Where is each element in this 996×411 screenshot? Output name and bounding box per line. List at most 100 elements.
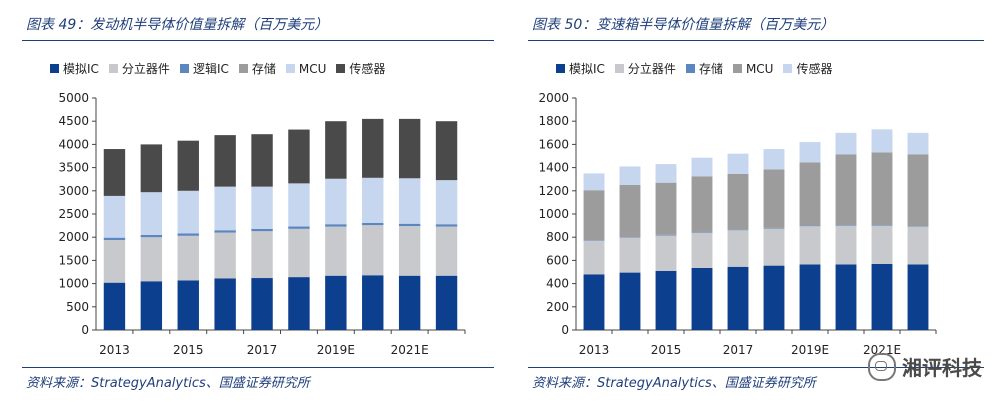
bar-segment bbox=[727, 266, 749, 330]
bar-segment bbox=[288, 183, 310, 227]
x-tick-label: 2015 bbox=[651, 343, 682, 357]
legend-swatch bbox=[285, 64, 295, 73]
bar-segment bbox=[103, 239, 126, 283]
x-tick-label: 2019E bbox=[317, 343, 355, 357]
title-divider bbox=[22, 40, 494, 41]
bar-segment bbox=[871, 129, 893, 153]
bar-segment bbox=[907, 132, 929, 155]
y-tick-label: 500 bbox=[66, 300, 89, 314]
bar-segment bbox=[177, 140, 199, 191]
legend-item: 存储 bbox=[685, 60, 723, 77]
bar-segment bbox=[907, 264, 929, 330]
legend-swatch bbox=[783, 64, 793, 73]
x-tick-label: 2017 bbox=[247, 343, 278, 357]
legend-item: MCU bbox=[732, 60, 774, 77]
bar-segment bbox=[214, 278, 236, 330]
bar-segment bbox=[103, 149, 126, 196]
legend-swatch bbox=[685, 64, 695, 73]
y-tick-label: 0 bbox=[81, 323, 89, 337]
bar-segment bbox=[763, 227, 785, 229]
bar-segment bbox=[362, 225, 384, 276]
bar-segment bbox=[871, 152, 893, 226]
source-divider bbox=[528, 367, 984, 368]
bar-segment bbox=[655, 182, 677, 235]
bar-segment bbox=[655, 234, 677, 236]
chart-title: 图表 50：变速箱半导体价值量拆解（百万美元） bbox=[532, 17, 835, 33]
legend-label: 存储 bbox=[251, 62, 276, 76]
bar-segment bbox=[763, 228, 785, 266]
legend-label: 分立器件 bbox=[121, 62, 170, 76]
bar-segment bbox=[435, 121, 458, 181]
x-tick-label: 2019E bbox=[791, 343, 829, 357]
legend-label: MCU bbox=[745, 61, 774, 76]
bar-segment bbox=[177, 280, 199, 330]
y-tick-label: 2500 bbox=[58, 207, 89, 221]
legend-swatch bbox=[336, 64, 346, 73]
y-tick-label: 1600 bbox=[538, 137, 569, 151]
legend-label: 模拟IC bbox=[63, 62, 99, 76]
y-tick-label: 200 bbox=[546, 300, 569, 314]
stacked-bar-chart-engine: 0 500 1000 1500 2000 2500 3000 3500 4000 4500 5000… bbox=[58, 91, 466, 357]
bar-segment bbox=[655, 235, 677, 271]
y-tick-label: 0 bbox=[561, 323, 569, 337]
bar-segment bbox=[288, 228, 310, 278]
legend-item: 分立器件 bbox=[614, 60, 676, 77]
legend-swatch bbox=[556, 64, 565, 73]
y-tick-label: 400 bbox=[546, 277, 569, 291]
bar-segment bbox=[362, 118, 384, 178]
bar-segment bbox=[691, 157, 713, 177]
y-tick-label: 1800 bbox=[538, 114, 569, 128]
legend-swatch bbox=[50, 64, 59, 73]
bar-segment bbox=[103, 237, 126, 240]
x-tick-label: 2013 bbox=[579, 343, 610, 357]
y-tick-label: 1000 bbox=[58, 277, 89, 291]
bar-segment bbox=[251, 228, 273, 232]
y-tick-label: 2000 bbox=[538, 91, 569, 105]
bar-segment bbox=[103, 282, 126, 330]
source-note: 资料来源：StrategyAnalytics、国盛证券研究所 bbox=[26, 376, 310, 391]
bar-segment bbox=[799, 264, 821, 330]
bar-segment bbox=[362, 275, 384, 330]
bar-segment bbox=[435, 226, 458, 276]
source-divider bbox=[22, 367, 494, 368]
bar-segment bbox=[251, 134, 273, 187]
bar-segment bbox=[727, 229, 749, 231]
bar-segment bbox=[619, 185, 641, 238]
legend-swatch bbox=[238, 64, 248, 73]
bar-segment bbox=[799, 226, 821, 265]
wechat-icon bbox=[868, 352, 896, 381]
bar-segment bbox=[655, 270, 677, 330]
bar-segment bbox=[325, 226, 347, 276]
bar-segment bbox=[251, 231, 273, 279]
y-tick-label: 800 bbox=[546, 230, 569, 244]
legend-swatch bbox=[614, 64, 624, 73]
bar-segment bbox=[655, 164, 677, 183]
y-tick-label: 1400 bbox=[538, 161, 569, 175]
watermark-text: 湘评科技 bbox=[902, 356, 982, 380]
x-tick-label: 2021E bbox=[863, 343, 901, 357]
y-tick-label: 2000 bbox=[58, 230, 89, 244]
y-tick-label: 3000 bbox=[58, 184, 89, 198]
bar-segment bbox=[398, 275, 421, 330]
bar-segment bbox=[398, 223, 421, 227]
bar-segment bbox=[619, 166, 641, 185]
legend-item: 模拟IC bbox=[556, 60, 605, 77]
watermark: 湘评科技 bbox=[868, 352, 982, 381]
bar-segment bbox=[871, 225, 893, 264]
legend-item: 存储 bbox=[238, 60, 276, 77]
chart-panel-transmission: 图表 50：变速箱半导体价值量拆解（百万美元） 模拟IC 分立器件 存储 MCU 传感器… bbox=[506, 0, 996, 411]
bar-segment bbox=[251, 186, 273, 229]
bar-segment bbox=[362, 222, 384, 226]
chart-legend: 模拟IC 分立器件 逻辑IC 存储 MCU 传感器 bbox=[50, 60, 385, 77]
bar-segment bbox=[619, 272, 641, 330]
y-tick-label: 3500 bbox=[58, 161, 89, 175]
y-tick-label: 1200 bbox=[538, 184, 569, 198]
bar-segment bbox=[214, 232, 236, 279]
bar-segment bbox=[177, 235, 199, 281]
bar-segment bbox=[619, 237, 641, 238]
bar-segment bbox=[325, 275, 347, 330]
bar-segment bbox=[727, 173, 749, 230]
chart-panel-engine: 图表 49：发动机半导体价值量拆解（百万美元） 模拟IC 分立器件 逻辑IC 存储 MC… bbox=[0, 0, 494, 411]
legend-item: 分立器件 bbox=[108, 60, 170, 77]
bar-segment bbox=[288, 129, 310, 184]
